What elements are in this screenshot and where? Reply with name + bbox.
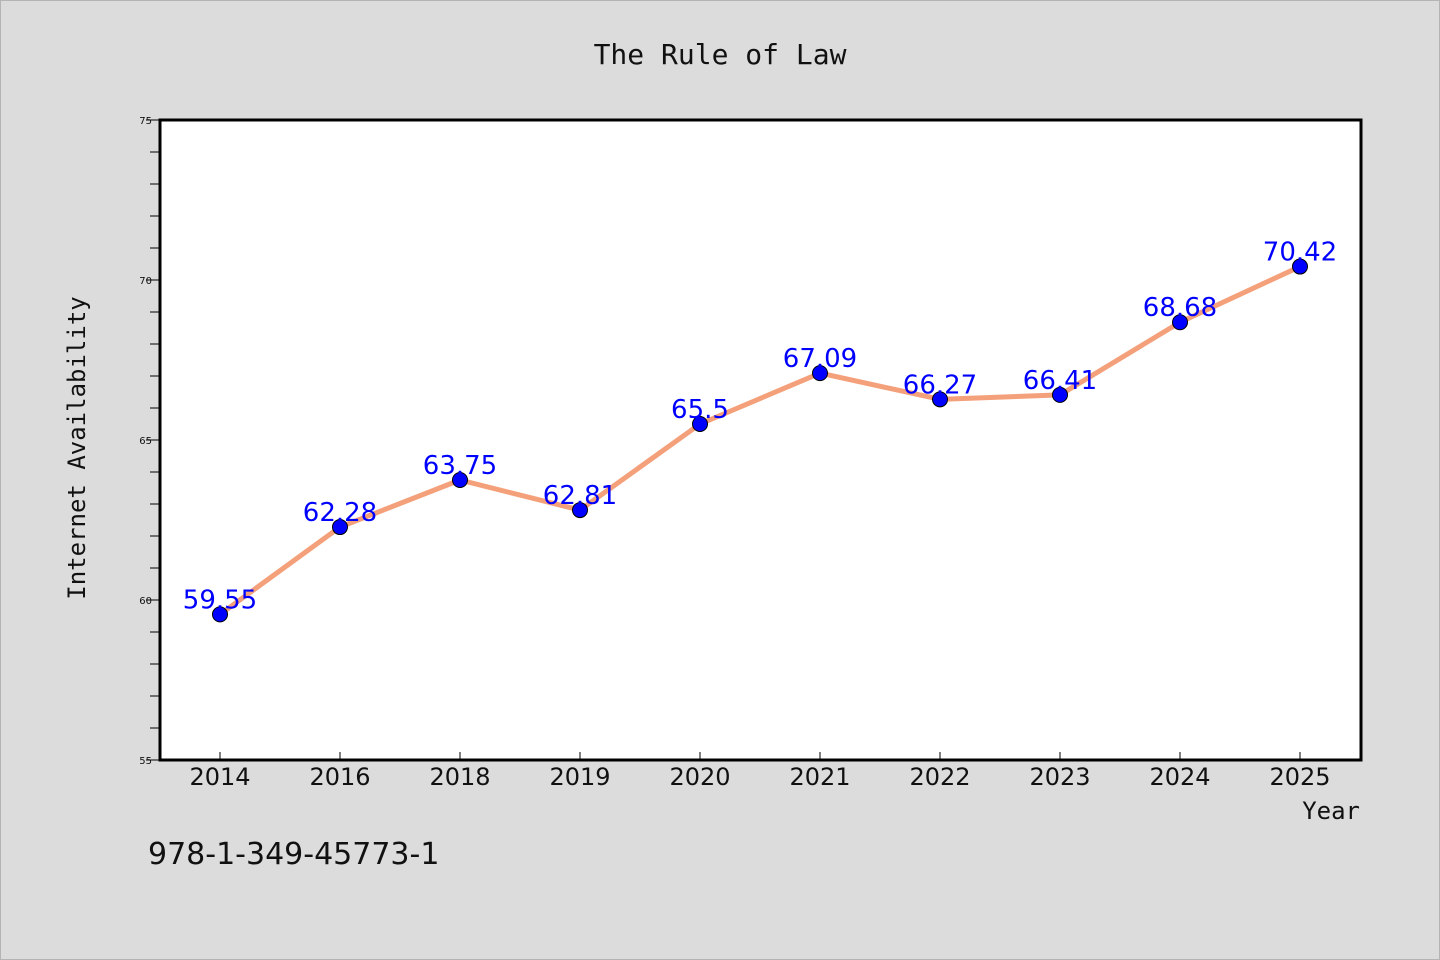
- data-point: [1052, 386, 1068, 403]
- data-label: 70.42: [1263, 238, 1337, 268]
- x-tick-label: 2022: [909, 763, 970, 791]
- x-tick-label: 2018: [429, 763, 490, 791]
- data-label: 67.09: [783, 344, 857, 374]
- x-tick-label: 2023: [1029, 763, 1090, 791]
- x-tick-label: 2025: [1269, 763, 1330, 791]
- y-tick-label: 55: [139, 756, 152, 767]
- y-axis-ticks: 55 60 65 70 75: [139, 116, 152, 767]
- series-line: [217, 264, 1303, 617]
- x-tick-label: 2020: [669, 763, 730, 791]
- data-label: 68.68: [1143, 293, 1217, 323]
- data-label: 66.27: [903, 370, 977, 400]
- data-point: [332, 519, 348, 536]
- data-point: [1292, 258, 1308, 275]
- data-label: 62.28: [303, 498, 377, 528]
- x-tick-label: 2024: [1149, 763, 1210, 791]
- data-point: [692, 416, 708, 432]
- plot-area: [158, 118, 1363, 762]
- y-tick-label: 70: [139, 276, 152, 287]
- data-point: [572, 502, 588, 519]
- data-label: 66.41: [1023, 366, 1097, 396]
- x-tick-label: 2016: [309, 763, 370, 791]
- x-axis-ticks: 2014 2016 2018 2019 2020 2021 2022 2023 2024 2025: [189, 752, 1331, 791]
- x-axis-label: Year: [1302, 797, 1360, 825]
- data-label: 63.75: [423, 451, 497, 481]
- isbn-label: 978-1-349-45773-1: [148, 837, 439, 872]
- data-label: 59.55: [183, 585, 257, 615]
- x-tick-label: 2019: [549, 763, 610, 791]
- y-minor-ticks: [146, 119, 160, 761]
- y-tick-label: 60: [139, 596, 152, 607]
- y-axis-label: Internet Availability: [63, 296, 91, 599]
- data-label: 65.5: [671, 395, 729, 425]
- data-point: [1172, 314, 1188, 331]
- data-point: [212, 606, 228, 623]
- y-tick-label: 65: [139, 436, 152, 447]
- chart-title: The Rule of Law: [594, 38, 847, 71]
- x-tick-label: 2021: [789, 763, 850, 791]
- data-point: [812, 365, 828, 382]
- data-label: 62.81: [543, 481, 617, 511]
- data-point: [932, 391, 948, 408]
- y-tick-label: 75: [139, 116, 152, 127]
- series-layer: 59.55 62.28 63.75 62.81 65.5 67.09 66.27 66.41 6…: [183, 238, 1337, 623]
- data-point: [452, 472, 468, 488]
- x-tick-label: 2014: [189, 763, 250, 791]
